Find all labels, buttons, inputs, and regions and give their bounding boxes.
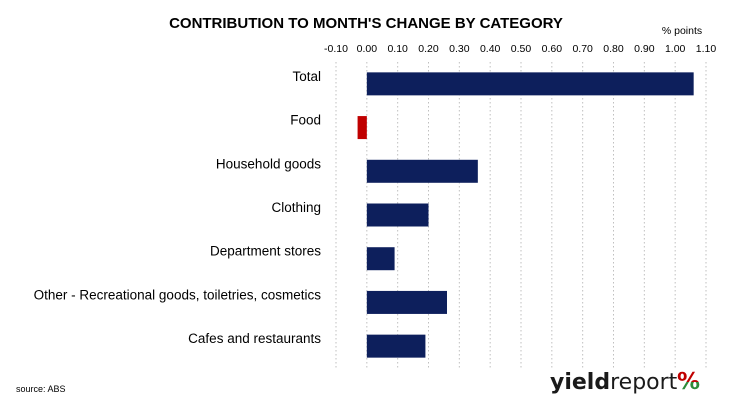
category-label: Total <box>292 69 321 84</box>
logo-text-regular: report <box>610 370 678 395</box>
bar <box>366 290 447 314</box>
unit-label: % points <box>662 25 702 37</box>
category-label: Department stores <box>210 244 321 259</box>
x-tick-label: 0.10 <box>387 43 408 55</box>
category-label: Cafes and restaurants <box>188 331 321 346</box>
category-label: Food <box>290 113 321 128</box>
source-note: source: ABS <box>16 384 66 394</box>
yieldreport-logo: yieldreport % <box>550 369 700 395</box>
bar <box>366 247 395 271</box>
chart-title: CONTRIBUTION TO MONTH'S CHANGE BY CATEGO… <box>169 15 563 32</box>
logo-percent-icon: % <box>677 369 700 395</box>
category-label: Clothing <box>271 200 321 215</box>
x-tick-label: 0.20 <box>418 43 439 55</box>
tick-labels: -0.10 0.00 0.10 0.20 0.30 0.40 0.50 0.60 0.70 0.8… <box>324 43 716 55</box>
category-label: Other - Recreational goods, toiletries, … <box>34 287 322 302</box>
x-tick-label: 0.80 <box>603 43 624 55</box>
bar <box>366 72 694 96</box>
x-tick-label: 0.60 <box>542 43 563 55</box>
x-tick-label: 1.10 <box>696 43 717 55</box>
bar <box>366 159 478 183</box>
category-label: Household goods <box>216 156 321 171</box>
x-tick-label: 0.90 <box>634 43 655 55</box>
x-tick-label: 0.40 <box>480 43 501 55</box>
x-tick-label: -0.10 <box>324 43 348 55</box>
category-labels: Total Food Household goods Clothing Departme… <box>34 69 322 346</box>
bar <box>366 334 426 358</box>
svg-text:yieldreport: yieldreport <box>550 370 678 395</box>
x-tick-label: 0.70 <box>572 43 593 55</box>
x-tick-label: 0.30 <box>449 43 470 55</box>
logo-text-bold: yield <box>550 370 610 395</box>
bar <box>366 203 429 227</box>
bar <box>357 116 367 140</box>
x-tick-label: 0.00 <box>357 43 378 55</box>
x-tick-label: 1.00 <box>665 43 686 55</box>
bars <box>357 72 694 358</box>
x-tick-label: 0.50 <box>511 43 532 55</box>
